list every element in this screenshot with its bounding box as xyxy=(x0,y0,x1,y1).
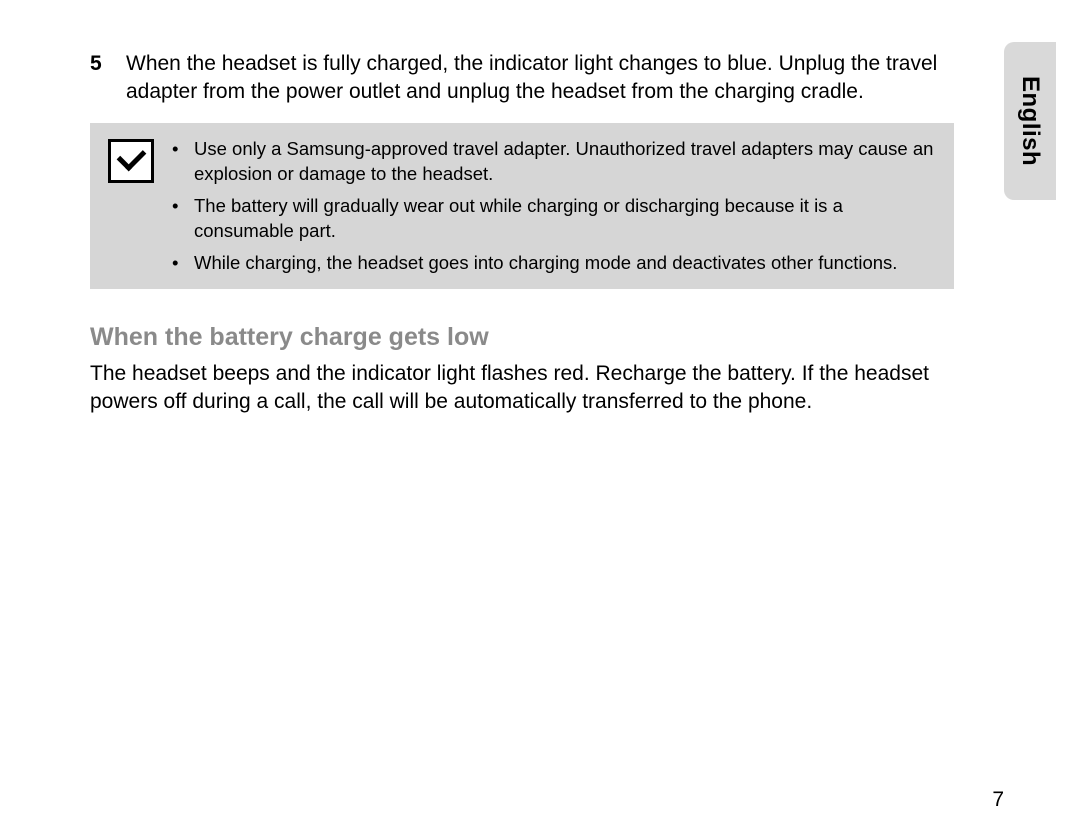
bullet-glyph: • xyxy=(172,194,182,243)
note-bullet: • While charging, the headset goes into … xyxy=(172,251,936,275)
note-bullet: • The battery will gradually wear out wh… xyxy=(172,194,936,243)
section-body: The headset beeps and the indicator ligh… xyxy=(90,360,1014,415)
bullet-glyph: • xyxy=(172,137,182,186)
note-box: • Use only a Samsung-approved travel ada… xyxy=(90,123,954,289)
checkmark-box-icon xyxy=(108,139,154,183)
bullet-glyph: • xyxy=(172,251,182,275)
note-text: Use only a Samsung-approved travel adapt… xyxy=(194,137,936,186)
note-list: • Use only a Samsung-approved travel ada… xyxy=(172,137,936,275)
note-icon-wrap xyxy=(108,137,154,275)
note-text: The battery will gradually wear out whil… xyxy=(194,194,936,243)
step-item: 5 When the headset is fully charged, the… xyxy=(90,50,1014,105)
step-number: 5 xyxy=(90,50,108,105)
note-bullet: • Use only a Samsung-approved travel ada… xyxy=(172,137,936,186)
language-label: English xyxy=(1016,76,1044,166)
step-text: When the headset is fully charged, the i… xyxy=(126,50,954,105)
manual-page: English 5 When the headset is fully char… xyxy=(0,0,1080,840)
section-heading: When the battery charge gets low xyxy=(90,323,1014,352)
page-number: 7 xyxy=(992,788,1004,812)
language-tab: English xyxy=(1004,42,1056,200)
note-text: While charging, the headset goes into ch… xyxy=(194,251,897,275)
